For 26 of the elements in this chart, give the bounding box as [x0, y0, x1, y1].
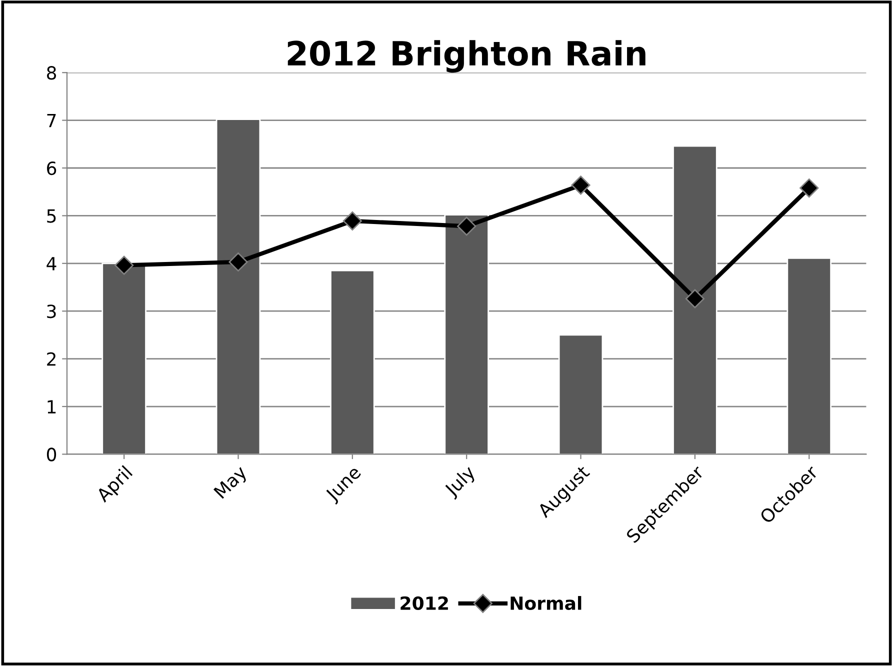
bar — [444, 214, 489, 454]
bar — [102, 262, 146, 454]
bar — [558, 334, 604, 454]
y-tick-label: 1 — [48, 400, 56, 414]
point — [114, 256, 134, 275]
y-tick-label: 0 — [46, 448, 56, 462]
y-tick-label: 4 — [46, 257, 56, 270]
legend-label: Normal — [510, 596, 582, 610]
point — [228, 252, 248, 272]
y-tick-label: 6 — [47, 161, 56, 176]
point — [800, 178, 819, 198]
bar — [216, 118, 261, 454]
y-tick-label: 7 — [47, 114, 56, 128]
bar — [786, 257, 832, 454]
point — [571, 176, 590, 195]
chart-title: 2012 Brighton Rain — [288, 40, 646, 73]
bar — [330, 270, 375, 454]
y-tick-label: 5 — [47, 209, 56, 223]
y-tick-label: 8 — [46, 66, 56, 80]
point — [685, 289, 704, 308]
bar — [672, 145, 718, 454]
y-tick-label: 2 — [47, 352, 56, 366]
point — [342, 211, 362, 230]
point — [457, 216, 476, 236]
y-tick-label: 3 — [47, 304, 56, 318]
legend-label: 2012 — [400, 596, 448, 610]
